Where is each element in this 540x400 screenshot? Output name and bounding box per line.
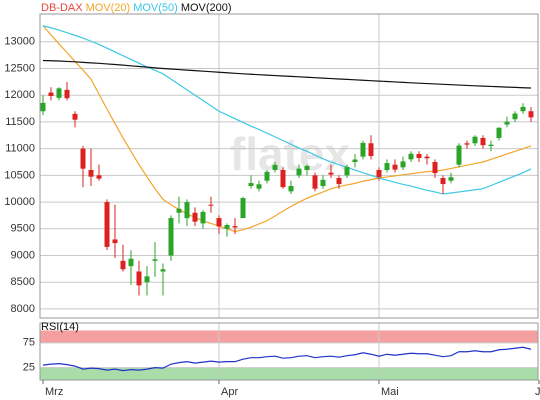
plot-frame <box>39 13 539 319</box>
candle-body <box>512 113 518 120</box>
candle-body <box>488 144 494 146</box>
y-tick-label: 11500 <box>5 116 35 128</box>
candle-body <box>40 102 46 112</box>
candle-body <box>392 164 398 170</box>
candle-body <box>240 198 246 219</box>
candle-body <box>120 260 126 270</box>
candle-body <box>248 183 254 187</box>
candle-body <box>272 164 278 171</box>
candle-body <box>408 153 414 160</box>
candle-body <box>368 143 374 157</box>
candle-body <box>424 156 430 159</box>
x-tick-label: J <box>535 386 540 398</box>
band <box>40 330 538 343</box>
y-tick-label: 8500 <box>11 276 35 288</box>
x-tick-label: Mrz <box>45 386 63 398</box>
candle-body <box>528 111 534 118</box>
watermark: flatex <box>230 128 351 180</box>
candle-body <box>136 271 142 286</box>
candle-body <box>312 175 318 189</box>
candle-body <box>128 258 134 267</box>
y-tick-label: 75 <box>23 337 35 349</box>
plot-frame <box>39 322 539 381</box>
y-tick-label: 8000 <box>11 303 35 315</box>
y-tick-label: 10000 <box>4 196 35 208</box>
y-tick-label: 9000 <box>11 249 35 261</box>
y-tick-label: 25 <box>23 362 35 374</box>
x-tick-label: Apr <box>221 386 238 398</box>
candle-body <box>184 202 190 219</box>
candle-body <box>376 170 382 178</box>
y-tick-label: 10500 <box>4 169 35 181</box>
candle-body <box>304 165 310 171</box>
candle-body <box>296 168 302 176</box>
candle-body <box>80 148 86 169</box>
legend-entry: MOV(200) <box>181 2 232 14</box>
candle-body <box>360 142 366 157</box>
legend-entry: DB-DAX <box>41 2 83 14</box>
candle-body <box>264 171 270 181</box>
candle-body <box>216 218 222 227</box>
candle-body <box>88 170 94 177</box>
candle-body <box>288 185 294 192</box>
candle-body <box>352 159 358 162</box>
candle-body <box>160 269 166 272</box>
candle-body <box>520 106 526 112</box>
candle-body <box>96 175 102 179</box>
candle-body <box>336 178 342 185</box>
candle-body <box>56 88 62 98</box>
candle-body <box>472 136 478 144</box>
legend-entry: RSI(14) <box>41 321 79 333</box>
legend-entry: MOV(50) <box>133 2 178 14</box>
rsi-line <box>42 346 532 372</box>
candle-body <box>152 259 158 261</box>
moving-average <box>42 25 532 195</box>
candle-body <box>72 113 78 120</box>
candle-body <box>504 121 510 125</box>
y-tick-label: 12500 <box>4 62 35 74</box>
candle-body <box>64 89 70 99</box>
candle-body <box>384 163 390 171</box>
candle-body <box>256 184 262 189</box>
candle-body <box>480 137 486 146</box>
candle-body <box>224 224 230 229</box>
y-tick-label: 9500 <box>11 223 35 235</box>
candle-body <box>176 208 182 213</box>
candle-body <box>48 92 54 97</box>
candle-body <box>144 276 150 283</box>
candle-body <box>344 166 350 176</box>
x-tick-label: Mai <box>381 386 399 398</box>
candle-body <box>440 178 446 185</box>
candle-body <box>464 143 470 145</box>
candle-body <box>400 161 406 168</box>
candle-body <box>448 177 454 181</box>
candle-body <box>200 211 206 224</box>
y-tick-label: 13000 <box>4 36 35 48</box>
candle-body <box>496 127 502 138</box>
candle-body <box>232 226 238 228</box>
candle-body <box>104 202 110 247</box>
candle-body <box>320 179 326 187</box>
moving-average <box>42 59 532 89</box>
candle-body <box>280 170 286 188</box>
candle-body <box>112 239 118 244</box>
candle-body <box>416 153 422 158</box>
band <box>40 367 538 380</box>
y-tick-label: 11000 <box>5 143 35 155</box>
y-tick-label: 12000 <box>4 89 35 101</box>
candle-body <box>328 172 334 175</box>
candle-body <box>432 161 438 174</box>
legend-entry: MOV(20) <box>86 2 131 14</box>
candle-body <box>192 212 198 222</box>
candle-body <box>456 145 462 165</box>
candle-body <box>168 218 174 256</box>
moving-average <box>42 25 532 233</box>
candle-body <box>208 204 214 206</box>
